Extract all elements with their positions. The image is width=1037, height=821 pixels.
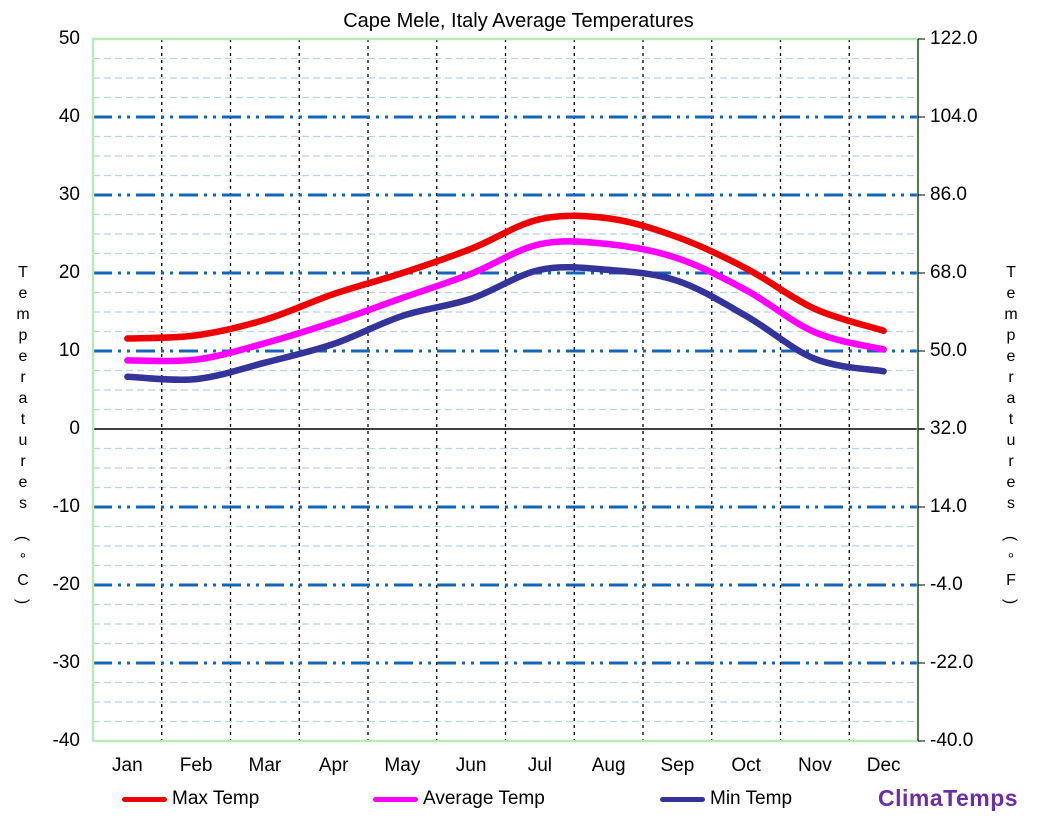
axis-title-char: T: [18, 264, 28, 281]
chart-title: Cape Mele, Italy Average Temperatures: [343, 10, 694, 32]
y-tick-label-celsius: -40: [52, 730, 80, 751]
axis-title-char: C: [17, 572, 29, 589]
climatemps-logo: ClimaTemps: [878, 785, 1019, 811]
legend-line-swatch: [122, 796, 167, 802]
y-tick-label-fahrenheit: 14.0: [930, 496, 967, 517]
axis-title-char: u: [18, 432, 28, 449]
month-label: Jul: [527, 755, 553, 776]
axis-title-char: e: [18, 474, 28, 491]
y-tick-label-celsius: 40: [58, 106, 80, 127]
y-tick-label-fahrenheit: 32.0: [930, 418, 967, 439]
legend-item-average-temp: Average Temp: [373, 788, 545, 810]
axis-title-char: e: [1006, 348, 1016, 365]
y-tick-label-celsius: 30: [58, 184, 80, 205]
legend-label: Min Temp: [710, 788, 793, 809]
axis-title-char: m: [1004, 306, 1018, 323]
axis-title-char: a: [1006, 390, 1016, 407]
y-tick-label-fahrenheit: 68.0: [930, 262, 967, 283]
y-tick-label-celsius: -30: [52, 652, 80, 673]
month-label: Apr: [318, 755, 349, 776]
min-temp-line: [124, 264, 887, 384]
month-label: Nov: [797, 755, 832, 776]
axis-title-char: u: [1006, 432, 1016, 449]
axis-title-char: e: [18, 348, 28, 365]
axis-title-char: a: [18, 390, 28, 407]
month-label: Aug: [591, 755, 626, 776]
axis-title-char: p: [18, 327, 28, 344]
axis-title-char: [8, 514, 38, 528]
max-temp-line: [124, 212, 887, 342]
axis-title-char: (: [1002, 535, 1020, 542]
month-label: Feb: [179, 755, 213, 776]
axis-title-char: (: [14, 535, 32, 542]
legend-label: Max Temp: [172, 788, 260, 809]
y-tick-label-celsius: 20: [58, 262, 80, 283]
axis-title-char: s: [1007, 495, 1015, 512]
axis-title-char: °: [19, 551, 27, 568]
y-tick-label-fahrenheit: 50.0: [930, 340, 967, 361]
month-label: Jan: [112, 755, 143, 776]
month-label: Oct: [731, 755, 761, 776]
y-tick-label-fahrenheit: 104.0: [930, 106, 978, 127]
y-tick-label-celsius: 0: [69, 418, 80, 439]
month-label: Sep: [660, 755, 695, 776]
axis-title-char: t: [1008, 411, 1014, 428]
axis-title-char: m: [16, 306, 30, 323]
y-tick-label-celsius: 50: [58, 28, 80, 49]
axis-title-char: e: [18, 285, 28, 302]
axis-title-char: e: [1006, 474, 1016, 491]
axis-title-char: r: [20, 369, 26, 386]
axis-title-char: ): [14, 598, 32, 605]
axis-title-char: t: [20, 411, 26, 428]
y-tick-label-fahrenheit: 86.0: [930, 184, 967, 205]
axis-title-char: p: [1006, 327, 1016, 344]
axis-title-char: s: [19, 495, 27, 512]
axis-title-char: T: [1006, 264, 1016, 281]
month-label: May: [384, 755, 421, 776]
y-tick-label-celsius: -10: [52, 496, 80, 517]
y-tick-label-fahrenheit: -22.0: [930, 652, 974, 673]
legend-line-swatch: [660, 796, 705, 802]
legend-line-swatch: [373, 796, 418, 802]
y-tick-label-celsius: 10: [58, 340, 80, 361]
axis-title-char: r: [20, 453, 26, 470]
axis-title-char: [996, 514, 1026, 528]
month-label: Dec: [866, 755, 901, 776]
legend-label: Average Temp: [423, 788, 545, 809]
average-temp-line: [124, 238, 887, 365]
y-tick-label-fahrenheit: -40.0: [930, 730, 974, 751]
legend-item-max-temp: Max Temp: [122, 788, 259, 810]
axis-title-char: F: [1006, 572, 1016, 589]
month-label: Mar: [248, 755, 282, 776]
month-label: Jun: [455, 755, 487, 776]
axis-title-char: ): [1002, 598, 1020, 605]
legend-item-min-temp: Min Temp: [660, 788, 792, 810]
axis-title-char: r: [1008, 369, 1014, 386]
axis-title-char: °: [1007, 551, 1015, 568]
y-tick-label-fahrenheit: 122.0: [930, 28, 978, 49]
y-tick-label-fahrenheit: -4.0: [930, 574, 963, 595]
axis-title-char: e: [1006, 285, 1016, 302]
axis-title-char: r: [1008, 453, 1014, 470]
y-tick-label-celsius: -20: [52, 574, 80, 595]
